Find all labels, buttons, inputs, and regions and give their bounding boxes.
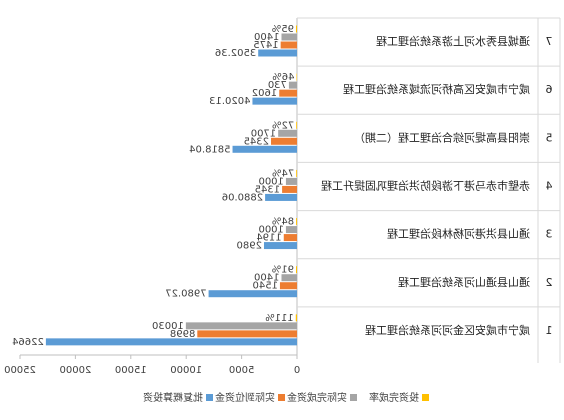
bar [279,89,297,97]
bar [296,73,297,81]
value-label: 46% [272,72,294,83]
bar [197,330,297,338]
value-label: 4020.13 [209,96,250,107]
value-label: 74% [272,168,294,179]
bar [296,218,297,226]
x-tick-label: 10000 [170,365,202,376]
category-number: 4 [546,180,553,193]
value-label: 7980.27 [165,289,206,300]
bar [288,81,297,89]
bar [281,274,297,282]
bar [285,226,297,234]
bar [285,177,297,185]
value-label: 1400 [254,273,279,284]
legend-label: 实际到位资金 [215,391,275,404]
bar [283,234,297,242]
value-label: 1700 [251,128,276,139]
value-label: 730 [268,80,287,91]
value-label: 8998 [170,329,195,340]
value-label: 91% [272,265,294,276]
category-label: 通山县洪港河杨林段治理工程 [387,227,530,241]
category-number: 3 [546,228,553,241]
category-number: 2 [546,276,553,289]
x-tick-label: 5000 [229,365,254,376]
value-label: 1194 [256,233,281,244]
value-label: 1602 [252,88,277,99]
bar [271,137,297,145]
category-label: 通城县秀水河上游系统治理工程 [376,34,530,48]
bar [208,290,297,298]
bar [258,49,297,57]
legend-label: 投资完成率 [369,391,419,404]
category-label: 咸宁市咸安区金河河系统治理工程 [365,323,530,337]
legend-label: 批复概算投资 [143,391,203,404]
legend-swatch [350,394,357,401]
legend-label: 实际完成资金 [287,391,347,404]
chart-body: 0 5000 10000 15000 20000 25000 1 咸宁市咸安区金河河系统治理工… [4,17,561,404]
value-label: 1540 [252,281,277,292]
category-number: 1 [546,324,553,337]
value-label: 84% [272,217,294,228]
value-label: 95% [272,24,294,35]
value-label: 5818.04 [189,144,230,155]
bar [280,41,297,49]
category-label: 赤壁市赤马港下游段防洪治理巩固提升工程 [321,179,530,193]
bar [263,242,297,250]
legend-swatch [278,394,285,401]
value-label: 1000 [258,176,283,187]
category-label: 通山县通山河系统治理工程 [398,275,530,289]
bar [295,266,297,274]
bar [45,338,297,346]
bar [279,282,297,290]
bar [232,145,297,153]
value-label: 1400 [254,32,279,43]
bar [296,121,297,129]
value-label: 1000 [258,225,283,236]
bar [295,25,297,33]
value-label: 2345 [244,136,269,147]
value-label: 2980 [237,241,262,252]
category-number: 6 [546,83,553,96]
category-number: 5 [546,131,553,144]
legend-swatch [422,394,429,401]
value-label: 111% [265,313,294,324]
value-label: 2880.06 [222,192,263,203]
bar [282,185,297,193]
legend-swatch [206,394,213,401]
category-label: 崇阳县高堤河综合治理工程（二期） [354,130,530,144]
bar [281,33,297,41]
value-label: 72% [272,120,294,131]
x-tick-label: 15000 [115,365,147,376]
value-label: 1345 [255,184,280,195]
value-label: 22664 [12,337,44,348]
bar [252,97,297,105]
x-tick-label: 0 [294,365,300,376]
category-number: 7 [546,35,553,48]
bar [265,193,297,201]
bar [185,322,297,330]
value-label: 3502.36 [215,48,256,59]
bar [296,169,297,177]
x-tick-label: 25000 [4,365,36,376]
bar [278,129,297,137]
bar [295,314,297,322]
category-label: 咸宁市咸安区高桥河流域系统治理工程 [343,82,530,96]
x-tick-label: 20000 [59,365,91,376]
value-label: 1475 [253,40,278,51]
value-label: 10030 [152,321,184,332]
